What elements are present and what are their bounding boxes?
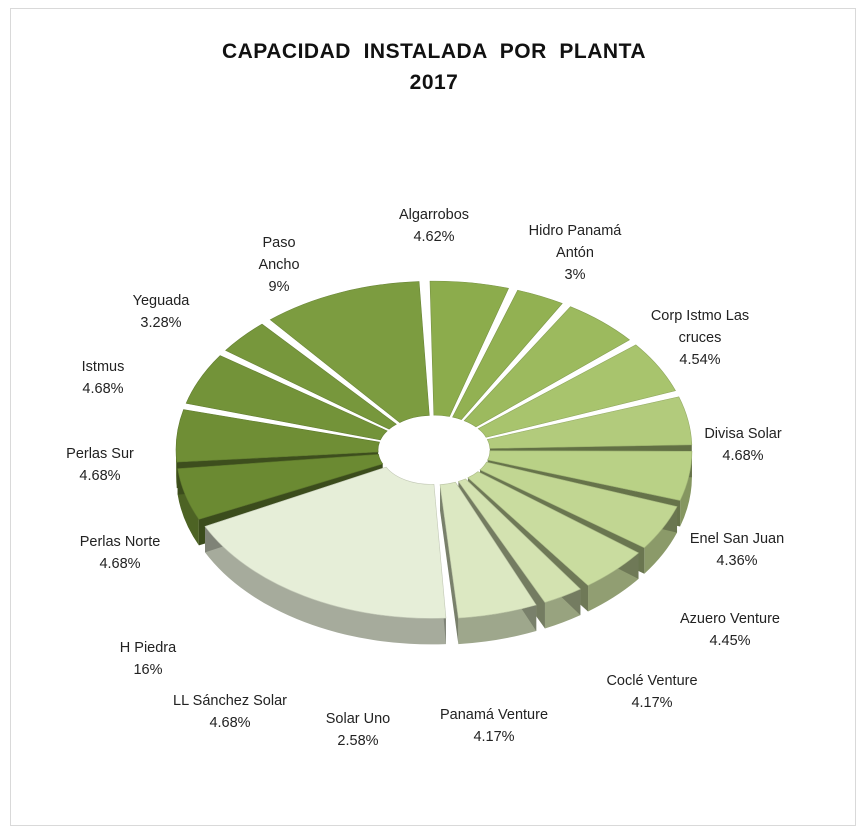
label-value-perlas-sur: 4.68% [79,468,121,484]
label-name-enel-san-juan: Enel San Juan [689,531,785,547]
label-value-istmus: 4.68% [82,381,124,397]
chart-subtitle: 2017 [409,71,459,94]
slice-azuero-venture [487,450,693,501]
slice-side-ll-sanchez-solar [458,605,537,645]
label-cocle-venture: Coclé Venture 4.17% [606,670,697,714]
slice-cut-ll-sanchez-solar-1 [440,484,459,645]
slice-corp-istmo-las-cruces [463,306,631,428]
label-istmus: Istmus 4.68% [82,356,125,400]
slice-perlas-sur [175,409,380,463]
chart-title-line1: CAPACIDAD INSTALADA POR PLANTA [221,40,647,63]
label-name-h-piedra: H Piedra [119,640,177,656]
label-value-cocle-venture: 4.17% [631,695,673,711]
slice-ll-sanchez-solar [439,481,537,619]
slice-yeguada [225,323,397,430]
label-value-solar-uno: 2.58% [337,733,379,749]
label-value-hidro-panama-anton: 3% [564,267,586,283]
slice-side-azuero-venture [680,451,692,527]
slice-side-perlas-norte [177,468,199,546]
chart-title: CAPACIDAD INSTALADA POR PLANTA 2017 [0,36,868,98]
label-name-ll-sanchez-solar: LL Sánchez Solar [173,693,287,709]
label-corp-istmo-las-cruces: Corp Istmo Las cruces 4.54% [651,305,749,371]
label-h-piedra: H Piedra 16% [120,637,176,681]
label-name-hidro-panama-anton-1: Antón [556,245,594,261]
label-perlas-norte: Perlas Norte 4.68% [80,531,161,575]
slice-solar-uno [457,478,581,603]
label-divisa-solar: Divisa Solar 4.68% [704,423,781,467]
label-name-yeguada: Yeguada [132,293,190,309]
label-enel-san-juan: Enel San Juan 4.36% [690,528,784,572]
label-name-cocle-venture: Coclé Venture [606,673,698,689]
label-name-corp-istmo-las-cruces-1: cruces [678,330,722,346]
label-azuero-venture: Azuero Venture 4.45% [680,608,780,652]
label-name-corp-istmo-las-cruces: Corp Istmo Las [650,308,750,324]
label-value-corp-istmo-las-cruces: 4.54% [679,352,721,368]
label-value-yeguada: 3.28% [140,315,182,331]
label-value-panama-venture: 4.17% [473,729,515,745]
label-value-perlas-norte: 4.68% [99,556,141,572]
label-perlas-sur: Perlas Sur 4.68% [66,443,134,487]
label-value-ll-sanchez-solar: 4.68% [209,715,251,731]
label-hidro-panama-anton: Hidro Panamá Antón 3% [529,220,622,286]
slice-cocle-venture [479,461,678,549]
slice-tops [175,280,693,619]
slice-enel-san-juan [486,396,693,449]
label-name-azuero-venture: Azuero Venture [680,611,780,627]
label-name-hidro-panama-anton: Hidro Panamá [528,223,622,239]
label-name-solar-uno: Solar Uno [325,711,391,727]
slice-algarrobos [429,280,509,417]
label-solar-uno: Solar Uno 2.58% [326,708,390,752]
slice-panama-venture [467,471,640,586]
slice-divisa-solar [477,344,676,438]
label-paso-ancho: Paso Ancho 9% [258,232,299,298]
slice-perlas-norte [177,454,384,520]
label-name-perlas-sur: Perlas Sur [66,446,134,462]
label-panama-venture: Panamá Venture 4.17% [440,704,548,748]
label-ll-sanchez-solar: LL Sánchez Solar 4.68% [173,690,287,734]
label-name-paso-ancho-1: Ancho [258,257,300,273]
slice-side-h-piedra [205,526,446,645]
slice-paso-ancho [269,281,430,423]
label-value-paso-ancho: 9% [268,279,290,295]
slice-h-piedra [204,466,447,619]
label-name-divisa-solar: Divisa Solar [704,426,782,442]
slice-istmus [185,355,388,441]
label-yeguada: Yeguada 3.28% [133,290,190,334]
label-value-h-piedra: 16% [133,662,163,678]
label-name-panama-venture: Panamá Venture [439,707,549,723]
label-name-perlas-norte: Perlas Norte [79,534,161,550]
label-value-divisa-solar: 4.68% [722,448,764,464]
label-name-istmus: Istmus [81,359,125,375]
label-value-azuero-venture: 4.45% [709,633,751,649]
label-value-algarrobos: 4.62% [413,229,455,245]
label-name-paso-ancho: Paso [262,235,296,251]
slice-hidro-panama-anton [452,289,563,420]
chart-frame [10,8,856,826]
label-name-algarrobos: Algarrobos [398,207,470,223]
label-algarrobos: Algarrobos 4.62% [399,204,469,248]
label-value-enel-san-juan: 4.36% [716,553,758,569]
